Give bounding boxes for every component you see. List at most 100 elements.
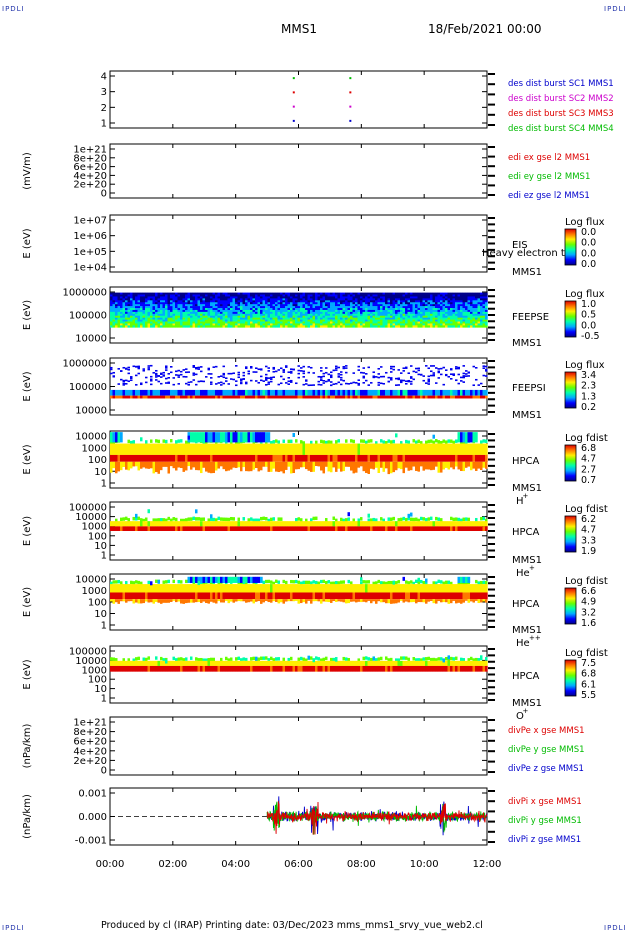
y-tick-label: 6e+20	[73, 737, 107, 748]
footer-credit: Produced by cl (IRAP) Printing date: 03/…	[101, 920, 483, 931]
burst-marker	[292, 77, 295, 80]
y-tick-label: 1e+21	[73, 145, 107, 156]
colorbar-tick-label: 6.8	[581, 669, 596, 680]
species-charge-label: +	[523, 707, 529, 715]
panel-side-marker	[488, 576, 495, 578]
y-axis-label: (nPa/km)	[22, 724, 33, 769]
panel-side-marker	[488, 750, 495, 753]
panel-side-marker	[488, 184, 495, 187]
instrument-label: FEEPSI	[512, 383, 546, 394]
y-tick-label: 100000	[69, 503, 107, 514]
colorbar-title: Log flux	[565, 360, 605, 371]
y-tick-label: 10	[94, 467, 107, 478]
panel-side-marker	[488, 113, 495, 116]
panel-side-marker	[488, 648, 495, 650]
corner-label-top-left: IPDLI	[2, 5, 25, 13]
panel-side-marker	[488, 124, 495, 126]
colorbar-title: Log flux	[565, 289, 605, 300]
legend-entry: divPi z gse MMS1	[508, 835, 581, 845]
colorbar-gradient	[564, 228, 577, 266]
y-tick-label: 10	[94, 609, 107, 620]
y-tick-label: 100000	[69, 647, 107, 658]
corner-label-bottom-right: IPDLI	[604, 924, 627, 932]
y-tick-label: 10000	[75, 406, 107, 417]
y-tick-label: 100000	[69, 311, 107, 322]
panel-side-marker	[488, 660, 495, 663]
legend-entry: edi ey gse l2 MMS1	[508, 172, 590, 182]
panel-side-marker	[488, 326, 495, 329]
panel-side-marker	[488, 360, 495, 362]
panel-side-marker	[488, 445, 495, 448]
panel-side-marker	[488, 261, 495, 264]
legend-entry: divPe y gse MMS1	[508, 745, 585, 755]
panel-side-marker	[488, 385, 495, 388]
y-tick-label: 100	[88, 531, 107, 542]
corner-label-top-right: IPDLI	[604, 5, 627, 13]
panel-side-marker	[488, 268, 495, 270]
panel-side-marker	[488, 301, 495, 304]
legend-entry: des dist burst SC3 MMS3	[508, 109, 614, 119]
colorbar-tick-label: 5.5	[581, 690, 596, 701]
panel-feeps-e: 1000000 100000 10000 E (eV) FEEPSE MMS1	[22, 286, 549, 349]
panel-side-marker	[488, 510, 495, 513]
colorbar-tick-label: 3.2	[581, 607, 596, 618]
colorbar-tick-label: 0.0	[581, 238, 596, 249]
time-axis-label: 00:00	[96, 859, 125, 870]
panel-side-marker	[488, 601, 495, 603]
colorbar-title: Log fdist	[565, 504, 608, 515]
panel-side-marker	[488, 594, 495, 597]
y-tick-label: 1e+07	[73, 216, 107, 227]
colorbar-tick-label: 1.0	[581, 299, 596, 310]
panel-side-marker	[488, 771, 495, 773]
panel-side-marker	[488, 471, 495, 474]
burst-marker	[349, 105, 352, 108]
time-axis-label: 04:00	[221, 859, 250, 870]
y-axis-label: E (eV)	[22, 371, 33, 401]
colorbar-tick-label: 0.5	[581, 310, 596, 321]
y-tick-label: 8e+20	[73, 727, 107, 738]
y-tick-label: 8e+20	[73, 153, 107, 164]
panel-frame	[109, 143, 488, 199]
y-tick-label: 1	[101, 621, 107, 632]
panel-side-marker	[488, 699, 495, 701]
panel-side-marker	[488, 229, 495, 232]
colorbar-gradient	[564, 300, 577, 338]
panel-side-marker	[488, 332, 495, 335]
y-tick-label: 4	[101, 72, 107, 83]
panel-side-marker	[488, 339, 495, 341]
y-tick-label: 1	[101, 694, 107, 705]
colorbar-tick-label: 4.7	[581, 525, 596, 536]
instrument-label: HPCA	[512, 456, 540, 467]
y-tick-label: 1000000	[62, 359, 107, 370]
y-tick-label: 10000	[75, 575, 107, 586]
colorbar-tick-label: 3.3	[581, 535, 596, 546]
colorbar-tick-label: 7.5	[581, 658, 596, 669]
colorbar-tick-label: 0.0	[581, 248, 596, 259]
colorbar-tick-label: 4.7	[581, 454, 596, 465]
panel-side-marker	[488, 248, 495, 251]
colorbar-tick-label: 0.0	[581, 227, 596, 238]
colorbar-gradient	[564, 659, 577, 697]
panel-frame	[109, 716, 488, 776]
panel-side-marker	[488, 174, 495, 177]
instrument-label: HPCA	[512, 599, 540, 610]
legend-entry: divPi y gse MMS1	[508, 816, 582, 826]
panel-side-marker	[488, 619, 495, 622]
panel-side-marker	[488, 549, 495, 552]
colorbar-tick-label: 0.7	[581, 475, 596, 486]
y-axis-label: E (eV)	[22, 300, 33, 330]
panel-side-marker	[488, 613, 495, 616]
panel-side-marker	[488, 379, 495, 382]
y-tick-label: 10000	[75, 334, 107, 345]
colorbar-tick-label: 6.6	[581, 586, 596, 597]
panel-side-marker	[488, 543, 495, 545]
legend-entry: divPe z gse MMS1	[508, 764, 584, 774]
y-tick-label: 100000	[69, 382, 107, 393]
panel-side-marker	[488, 242, 495, 245]
species-label: H	[516, 496, 524, 507]
